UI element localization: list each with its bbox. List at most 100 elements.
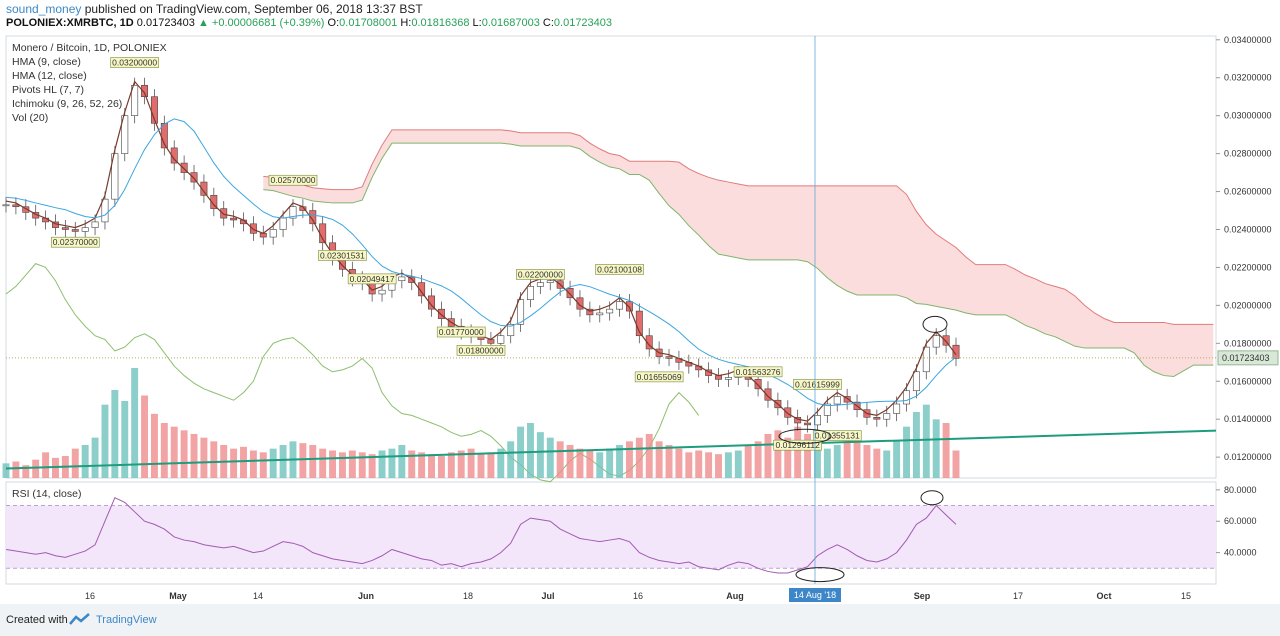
volume-bar [358, 452, 366, 478]
candle-body[interactable] [586, 308, 594, 316]
candle-body[interactable] [437, 308, 445, 319]
author-link[interactable]: sound_money [6, 2, 82, 16]
volume-bar [12, 461, 20, 478]
candle-body[interactable] [823, 403, 831, 416]
pivot-label: 0.02100108 [597, 264, 642, 274]
candle-body[interactable] [883, 413, 891, 420]
candle-body[interactable] [61, 227, 69, 230]
candle-body[interactable] [22, 206, 30, 213]
legend-ichimoku[interactable]: Ichimoku (9, 26, 52, 26) [12, 98, 123, 110]
candle-body[interactable] [269, 229, 277, 238]
volume-bar [576, 448, 584, 478]
candle-body[interactable] [724, 377, 732, 380]
candle-body[interactable] [121, 115, 129, 154]
candle-body[interactable] [12, 204, 20, 208]
volume-bar [497, 448, 505, 478]
candle-body[interactable] [873, 416, 881, 420]
time-tick-label: May [169, 591, 187, 601]
candle-body[interactable] [942, 335, 950, 346]
candle-body[interactable] [566, 288, 574, 299]
chart-area[interactable]: 0.03400000 0.03200000 0.03000000 0.02800000… [0, 34, 1280, 604]
candle-body[interactable] [576, 297, 584, 310]
candle-body[interactable] [200, 181, 208, 196]
annotation-ellipse[interactable] [795, 567, 845, 583]
legend-hma9[interactable]: HMA (9, close) [12, 56, 81, 68]
candle-body[interactable] [71, 229, 79, 232]
volume-bar [111, 390, 119, 478]
candle-body[interactable] [220, 208, 228, 219]
candle-body[interactable] [527, 286, 534, 300]
annotation-ellipse[interactable] [920, 490, 944, 506]
candle-body[interactable] [111, 153, 119, 200]
candle-body[interactable] [230, 217, 238, 221]
candle-body[interactable] [190, 172, 198, 183]
candle-body[interactable] [616, 301, 624, 310]
tradingview-logo-icon[interactable] [68, 612, 92, 628]
candle-body[interactable] [952, 344, 960, 359]
candle-body[interactable] [754, 379, 762, 390]
volume-bar [893, 441, 901, 478]
volume-bar [319, 448, 327, 478]
candle-body[interactable] [279, 217, 287, 230]
candle-body[interactable] [546, 280, 554, 283]
candle-body[interactable] [606, 308, 614, 314]
candle-body[interactable] [813, 415, 821, 426]
candle-body[interactable] [210, 195, 218, 209]
candle-body[interactable] [507, 324, 515, 337]
annotation-ellipse[interactable] [922, 315, 948, 333]
candle-body[interactable] [378, 289, 386, 295]
volume-bar [586, 450, 594, 478]
price-chart[interactable]: 0.03400000 0.03200000 0.03000000 0.02800000… [0, 34, 1280, 604]
annotation-ellipse[interactable] [778, 428, 832, 444]
candle-body[interactable] [101, 198, 109, 223]
volume-bar [764, 434, 772, 478]
candle-body[interactable] [804, 422, 812, 426]
candle-body[interactable] [912, 371, 920, 392]
legend-pivots[interactable]: Pivots HL (7, 7) [12, 84, 84, 96]
volume-bar [81, 445, 89, 478]
price-tick-label: 0.01800000 [1224, 338, 1272, 348]
candle-body[interactable] [536, 282, 544, 287]
rsi-legend[interactable]: RSI (14, close) [12, 488, 82, 500]
candle-body[interactable] [903, 390, 910, 405]
volume-bar [457, 450, 465, 478]
candle-body[interactable] [141, 85, 149, 98]
volume-bar [329, 450, 337, 478]
candle-body[interactable] [81, 227, 89, 232]
candle-body[interactable] [843, 396, 851, 403]
candle-body[interactable] [418, 282, 426, 297]
candle-body[interactable] [922, 346, 930, 373]
legend-hma12[interactable]: HMA (12, close) [12, 70, 87, 82]
candle-body[interactable] [249, 223, 257, 234]
time-tick-label: 16 [633, 591, 643, 601]
legend-volume[interactable]: Vol (20) [12, 112, 49, 124]
candle-body[interactable] [764, 388, 772, 401]
candle-body[interactable] [784, 407, 792, 418]
volume-bar [259, 452, 267, 478]
candle-body[interactable] [180, 162, 188, 173]
candle-body[interactable] [517, 299, 525, 325]
candle-body[interactable] [833, 396, 841, 405]
candle-body[interactable] [2, 204, 10, 207]
volume-bar [546, 437, 554, 478]
high-label: H: [400, 17, 412, 29]
pivot-label-box [793, 379, 842, 390]
candle-body[interactable] [932, 335, 940, 348]
candle-body[interactable] [91, 221, 99, 228]
candle-body[interactable] [645, 335, 653, 350]
candle-body[interactable] [131, 85, 139, 116]
trendline[interactable] [5, 429, 1217, 470]
candle-body[interactable] [893, 403, 901, 414]
candle-body[interactable] [428, 295, 435, 310]
candle-body[interactable] [497, 335, 505, 344]
price-pane[interactable] [5, 35, 1217, 479]
volume-bar [160, 423, 168, 478]
price-tick-label: 0.02200000 [1224, 262, 1272, 272]
tradingview-brand[interactable]: TradingView [96, 614, 157, 626]
pivot-label-box [318, 250, 367, 261]
candle-body[interactable] [596, 312, 604, 316]
candle-body[interactable] [625, 301, 633, 312]
candle-body[interactable] [289, 206, 297, 219]
candle-body[interactable] [309, 210, 317, 225]
candle-body[interactable] [398, 276, 406, 282]
